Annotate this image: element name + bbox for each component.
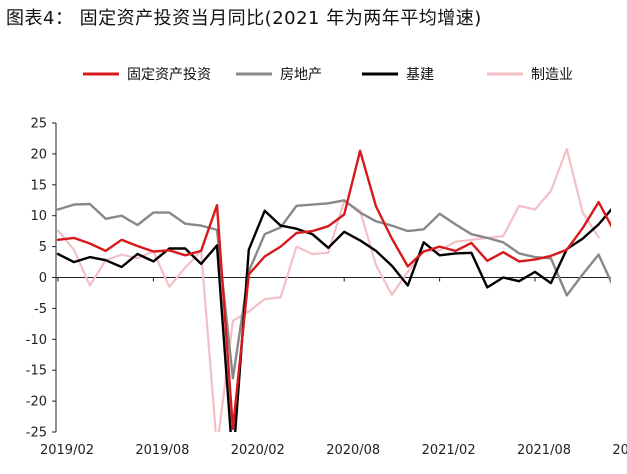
series-lines (56, 147, 611, 432)
x-tick-label: 2019/02 (40, 443, 94, 458)
legend-label-real-estate: 房地产 (280, 67, 322, 83)
series-line-real-estate (56, 199, 611, 380)
y-tick-label: -20 (26, 395, 47, 410)
legend-label-manufacturing: 制造业 (531, 67, 573, 83)
legend-label-infrastructure: 基建 (406, 66, 434, 83)
x-tick-label: 2021/08 (517, 443, 571, 458)
x-tick-label: 2021/02 (422, 443, 476, 458)
y-tick-label: 0 (39, 271, 47, 286)
x-tick-label: 2022/02 (612, 443, 627, 458)
x-tick-label: 2020/02 (231, 443, 285, 458)
chart-legend: 固定资产投资 房地产 基建 制造业 (83, 66, 573, 83)
x-axis: 2019/02 2019/08 2020/02 2020/08 2021/02 2021/… (40, 277, 627, 458)
y-axis: 25 20 15 10 5 0 -5 -10 -15 -20 -25 (26, 117, 57, 441)
y-tick-label: -5 (34, 302, 47, 317)
y-tick-label: 20 (30, 147, 47, 162)
y-tick-label: 5 (39, 240, 47, 255)
y-tick-label: -15 (26, 364, 47, 379)
x-tick-label: 2019/08 (135, 443, 189, 458)
series-line-fixed-asset-investment (56, 149, 611, 431)
y-tick-label: -10 (26, 333, 47, 348)
y-tick-label: 25 (30, 117, 47, 132)
y-tick-label: 15 (30, 178, 47, 193)
legend-label-fixed-asset-investment: 固定资产投资 (127, 67, 211, 83)
x-tick-label: 2020/08 (326, 443, 380, 458)
series-line-manufacturing (56, 147, 600, 432)
series-line-infrastructure (56, 208, 611, 432)
chart-title: 图表4： 固定资产投资当月同比(2021 年为两年平均增速) (6, 8, 482, 29)
y-tick-label: -25 (26, 426, 47, 441)
y-tick-label: 10 (30, 209, 47, 224)
